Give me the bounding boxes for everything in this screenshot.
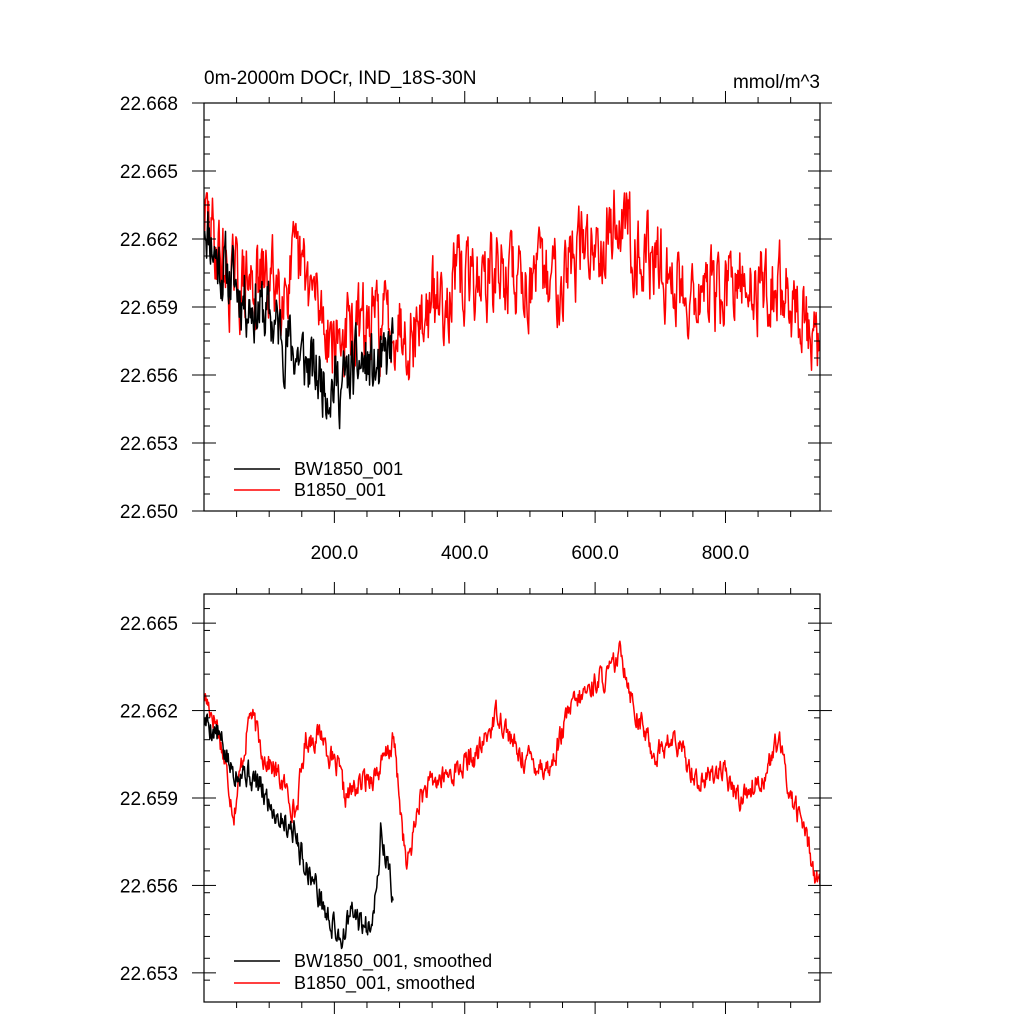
y-tick-label: 22.665 — [120, 614, 178, 635]
bottom-series-b1850-001-smoothed — [204, 640, 820, 885]
top-series-b1850-001 — [204, 189, 820, 381]
bottom-series-bw1850-001-smoothed — [204, 713, 394, 950]
top-panel-legend: BW1850_001 B1850_001 — [234, 459, 403, 501]
top-panel-series — [204, 189, 820, 430]
legend-label-bw1850: BW1850_001 — [294, 459, 403, 480]
legend-label-bw1850-smoothed: BW1850_001, smoothed — [294, 951, 492, 972]
x-tick-label: 600.0 — [571, 543, 619, 564]
y-tick-label: 22.668 — [120, 94, 178, 115]
top-panel-frame — [203, 102, 821, 512]
x-tick-label: 200.0 — [311, 543, 359, 564]
bottom-panel-legend: BW1850_001, smoothed B1850_001, smoothed — [234, 951, 492, 994]
bottom-panel-ticks — [192, 582, 832, 1014]
top-panel-title: 0m-2000m DOCr, IND_18S-30N — [204, 68, 476, 89]
top-panel-ticks — [192, 91, 832, 523]
bottom-panel: 22.653 22.656 22.659 22.662 22.665 BW1850_00… — [120, 582, 832, 1014]
x-tick-label: 800.0 — [702, 543, 750, 564]
y-tick-label: 22.656 — [120, 876, 178, 897]
y-tick-label: 22.659 — [120, 789, 178, 810]
top-panel-units: mmol/m^3 — [733, 72, 820, 93]
top-panel-x-axis: 200.0 400.0 600.0 800.0 — [311, 543, 750, 564]
y-tick-label: 22.662 — [120, 702, 178, 723]
top-panel: 0m-2000m DOCr, IND_18S-30N mmol/m^3 22.6… — [120, 68, 832, 564]
top-panel-y-axis: 22.650 22.653 22.656 22.659 22.662 22.665 22.6… — [120, 94, 178, 523]
y-tick-label: 22.650 — [120, 502, 178, 523]
legend-label-b1850-smoothed: B1850_001, smoothed — [294, 973, 475, 994]
y-tick-label: 22.656 — [120, 366, 178, 387]
bottom-panel-y-axis: 22.653 22.656 22.659 22.662 22.665 — [120, 614, 178, 985]
legend-label-b1850: B1850_001 — [294, 480, 386, 501]
x-tick-label: 400.0 — [441, 543, 489, 564]
top-series-bw1850-001 — [204, 211, 394, 430]
y-tick-label: 22.665 — [120, 162, 178, 183]
y-tick-label: 22.659 — [120, 298, 178, 319]
y-tick-label: 22.653 — [120, 434, 178, 455]
bottom-panel-series — [204, 640, 820, 950]
y-tick-label: 22.653 — [120, 964, 178, 985]
y-tick-label: 22.662 — [120, 230, 178, 251]
bottom-panel-frame — [203, 593, 821, 1003]
